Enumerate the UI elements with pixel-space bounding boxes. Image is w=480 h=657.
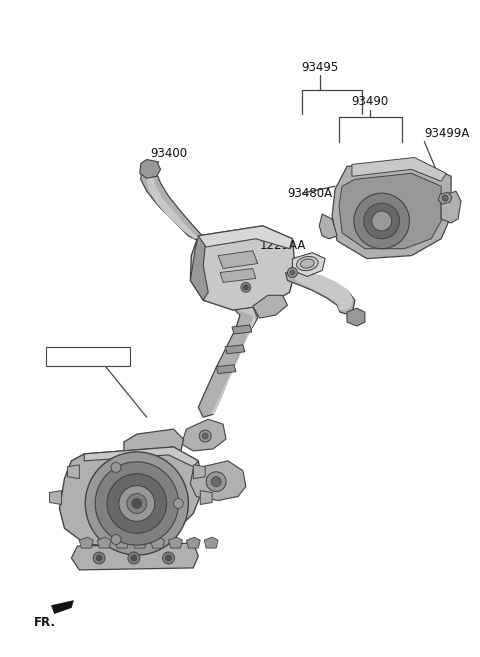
Polygon shape	[200, 491, 212, 505]
Circle shape	[166, 555, 171, 561]
FancyBboxPatch shape	[46, 348, 131, 366]
Polygon shape	[292, 253, 325, 277]
Circle shape	[128, 552, 140, 564]
Circle shape	[211, 477, 221, 487]
Polygon shape	[147, 171, 198, 238]
Polygon shape	[140, 160, 161, 178]
Polygon shape	[60, 447, 203, 548]
Ellipse shape	[300, 259, 314, 268]
Circle shape	[199, 430, 211, 442]
Circle shape	[131, 555, 137, 561]
Polygon shape	[191, 226, 295, 310]
Circle shape	[132, 499, 142, 509]
Polygon shape	[218, 251, 258, 269]
Polygon shape	[441, 191, 461, 223]
Polygon shape	[154, 434, 181, 449]
Polygon shape	[124, 429, 183, 462]
Circle shape	[364, 203, 399, 238]
Polygon shape	[198, 306, 258, 417]
Polygon shape	[115, 537, 129, 548]
Polygon shape	[204, 537, 218, 548]
Text: 93499A: 93499A	[424, 127, 470, 140]
Text: 93495: 93495	[301, 60, 339, 74]
Polygon shape	[191, 461, 246, 501]
Polygon shape	[49, 491, 61, 505]
Circle shape	[442, 195, 448, 201]
Circle shape	[206, 472, 226, 491]
Polygon shape	[319, 214, 337, 238]
Polygon shape	[332, 160, 451, 259]
Polygon shape	[352, 158, 446, 181]
Circle shape	[127, 493, 147, 513]
Polygon shape	[84, 447, 198, 466]
Polygon shape	[97, 537, 111, 548]
Circle shape	[111, 463, 121, 472]
Polygon shape	[79, 537, 93, 548]
Polygon shape	[232, 325, 252, 334]
Circle shape	[173, 499, 183, 509]
Polygon shape	[151, 537, 165, 548]
Polygon shape	[211, 308, 256, 415]
Polygon shape	[347, 308, 365, 326]
Polygon shape	[133, 537, 147, 548]
Text: 93400: 93400	[150, 147, 187, 160]
Circle shape	[354, 193, 409, 249]
Polygon shape	[220, 269, 256, 283]
Circle shape	[288, 267, 298, 277]
Polygon shape	[286, 273, 355, 314]
Text: 93490: 93490	[351, 95, 388, 108]
Polygon shape	[295, 273, 353, 310]
Polygon shape	[168, 537, 182, 548]
Polygon shape	[339, 173, 441, 249]
Circle shape	[107, 474, 167, 533]
Polygon shape	[181, 419, 226, 451]
Text: FR.: FR.	[34, 616, 56, 629]
Circle shape	[96, 555, 102, 561]
Polygon shape	[193, 464, 205, 479]
Polygon shape	[67, 464, 79, 479]
Text: 1229AA: 1229AA	[260, 239, 306, 252]
Ellipse shape	[297, 256, 318, 271]
Polygon shape	[216, 365, 236, 374]
Circle shape	[290, 270, 295, 275]
Circle shape	[119, 486, 155, 521]
Polygon shape	[51, 600, 73, 614]
Polygon shape	[195, 226, 292, 249]
Circle shape	[202, 433, 208, 439]
Circle shape	[372, 211, 392, 231]
Circle shape	[163, 552, 175, 564]
Circle shape	[95, 462, 179, 545]
Polygon shape	[225, 345, 245, 353]
Polygon shape	[438, 193, 452, 204]
Polygon shape	[72, 543, 198, 570]
Text: REF. 56-563: REF. 56-563	[58, 351, 119, 362]
Circle shape	[241, 283, 251, 292]
Polygon shape	[141, 164, 204, 244]
Text: 93480A: 93480A	[288, 187, 333, 200]
Circle shape	[243, 285, 248, 290]
Polygon shape	[253, 295, 288, 318]
Polygon shape	[191, 236, 208, 300]
Circle shape	[111, 535, 121, 545]
Circle shape	[93, 552, 105, 564]
Circle shape	[85, 452, 188, 555]
Polygon shape	[186, 537, 200, 548]
